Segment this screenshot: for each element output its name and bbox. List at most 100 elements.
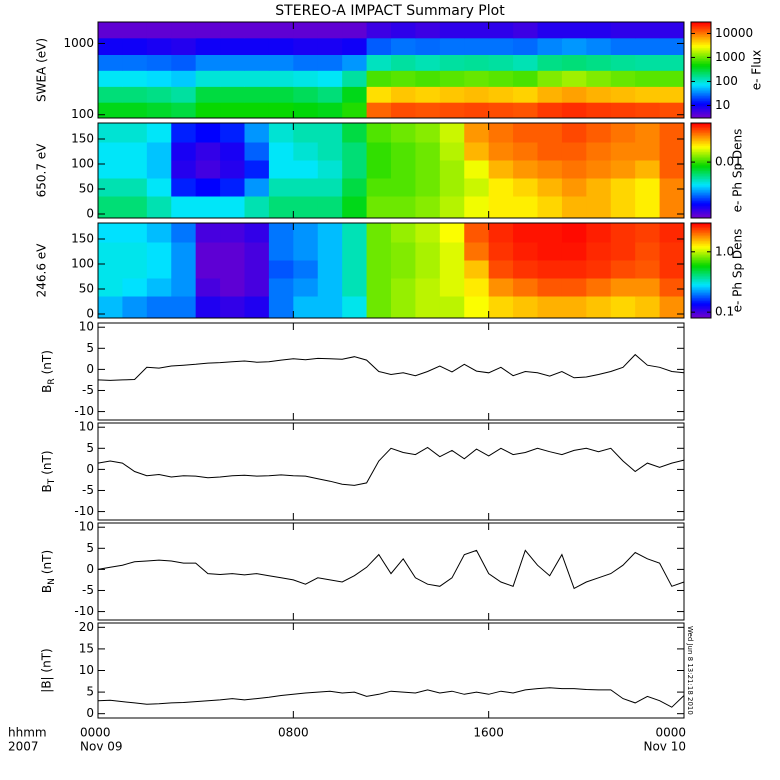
colorbar-segment bbox=[691, 284, 711, 287]
spectrogram-cell bbox=[171, 22, 197, 39]
spectrogram-cell bbox=[488, 196, 514, 219]
colorbar-label: e- Ph Sp Dens bbox=[731, 129, 745, 213]
spectrogram-cell bbox=[610, 22, 636, 39]
spectrogram-cell bbox=[342, 296, 368, 319]
y-tick-label: 5 bbox=[86, 441, 94, 455]
spectrogram-cell bbox=[220, 223, 245, 243]
colorbar-segment bbox=[691, 111, 711, 114]
colorbar-segment bbox=[691, 194, 711, 197]
b-field-line bbox=[97, 353, 685, 381]
y-tick-label: 0 bbox=[86, 207, 94, 221]
y-axis-label: 650.7 eV bbox=[35, 143, 49, 198]
colorbar-segment bbox=[691, 162, 711, 165]
spectrogram-cell bbox=[464, 278, 490, 297]
y-tick-label: 0 bbox=[86, 562, 94, 576]
colorbar-segment bbox=[691, 36, 711, 39]
spectrogram-cell bbox=[415, 223, 441, 243]
spectrogram-cell bbox=[244, 160, 270, 179]
spectrogram-cell bbox=[122, 70, 148, 87]
spectrogram-cell bbox=[561, 196, 587, 219]
colorbar-segment bbox=[691, 34, 711, 37]
spectrogram-cell bbox=[513, 37, 538, 55]
spectrogram-cell bbox=[610, 178, 636, 197]
colorbar-segment bbox=[691, 142, 711, 145]
colorbar-segment bbox=[691, 30, 711, 33]
spectrogram-cell bbox=[513, 102, 538, 119]
b-field-line bbox=[97, 687, 685, 708]
spectrogram-cell bbox=[513, 86, 538, 103]
spectrogram-cell bbox=[293, 37, 319, 55]
spectrogram-cell bbox=[146, 54, 172, 71]
y-tick-label: 20 bbox=[79, 620, 94, 634]
colorbar-segment bbox=[691, 42, 711, 45]
spectrogram-cell bbox=[415, 54, 441, 71]
colorbar-segment bbox=[691, 275, 711, 278]
spectrogram-cell bbox=[342, 86, 368, 103]
spectrogram-cell bbox=[464, 70, 490, 87]
spectrogram-cell bbox=[488, 296, 514, 319]
spectrogram-cell bbox=[488, 223, 514, 243]
spectrogram-cell bbox=[342, 178, 368, 197]
spectrogram-cell bbox=[220, 22, 245, 39]
spectrogram-cell bbox=[146, 178, 172, 197]
spectrogram-cell bbox=[122, 296, 148, 319]
spectrogram-cell bbox=[513, 260, 538, 279]
spectrogram-cell bbox=[586, 223, 612, 243]
colorbar-segment bbox=[691, 259, 711, 262]
colorbar-segment bbox=[691, 310, 711, 313]
spectrogram-cell bbox=[561, 86, 587, 103]
spectrogram-cell bbox=[586, 196, 612, 219]
colorbar-segment bbox=[691, 50, 711, 53]
y-axis-label: BT (nT) bbox=[40, 450, 57, 492]
colorbar-segment bbox=[691, 47, 711, 50]
spectrogram-cell bbox=[561, 260, 587, 279]
spectrogram-cell bbox=[366, 70, 392, 87]
spectrogram-cell bbox=[98, 142, 123, 161]
colorbar-segment bbox=[691, 264, 711, 267]
colorbar-segment bbox=[691, 92, 711, 95]
spectrogram-cell bbox=[146, 242, 172, 261]
spectrogram-cell bbox=[561, 37, 587, 55]
spectrogram-cell bbox=[195, 102, 221, 119]
spectrogram-cell bbox=[220, 70, 245, 87]
spectrogram-cell bbox=[610, 242, 636, 261]
spectrogram-cell bbox=[561, 70, 587, 87]
spectrogram-cell bbox=[122, 160, 148, 179]
colorbar-segment bbox=[691, 66, 711, 69]
colorbar-segment bbox=[691, 186, 711, 189]
x-left-label: hhmm bbox=[8, 726, 47, 740]
spectrogram-cell bbox=[537, 296, 563, 319]
spectrogram-cell bbox=[268, 102, 294, 119]
colorbar-segment bbox=[691, 216, 711, 219]
colorbar-segment bbox=[691, 173, 711, 176]
spectrogram-cell bbox=[342, 37, 368, 55]
spectrogram-cell bbox=[220, 142, 245, 161]
colorbar-segment bbox=[691, 202, 711, 205]
colorbar-segment bbox=[691, 227, 711, 230]
colorbar-segment bbox=[691, 39, 711, 42]
spectrogram-cell bbox=[146, 86, 172, 103]
spectrogram-cell bbox=[122, 22, 148, 39]
spectrogram-cell bbox=[635, 22, 661, 39]
colorbar-segment bbox=[691, 281, 711, 284]
spectrogram-cell bbox=[268, 278, 294, 297]
spectrogram-cell bbox=[244, 178, 270, 197]
colorbar-segment bbox=[691, 126, 711, 129]
spectrogram-cell bbox=[513, 278, 538, 297]
spectrogram-cell bbox=[98, 54, 123, 71]
spectrogram-cell bbox=[439, 296, 465, 319]
spectrogram-cell bbox=[635, 54, 661, 71]
spectrogram-cell bbox=[268, 54, 294, 71]
spectrogram-cell bbox=[195, 123, 221, 143]
spectrogram-cell bbox=[317, 142, 343, 161]
spectrogram-cell bbox=[98, 178, 123, 197]
spectrogram-cell bbox=[317, 54, 343, 71]
colorbar-segment bbox=[691, 272, 711, 275]
spectrogram-cell bbox=[293, 123, 319, 143]
colorbar-segment bbox=[691, 175, 711, 178]
spectrogram-cell bbox=[391, 242, 416, 261]
spectrogram-cell bbox=[244, 102, 270, 119]
spectrogram-cell bbox=[513, 223, 538, 243]
spectrogram-cell bbox=[220, 242, 245, 261]
